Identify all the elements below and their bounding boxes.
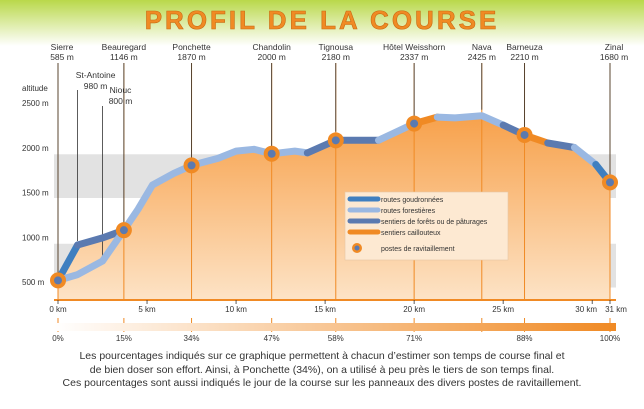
percentage-band: [54, 323, 616, 331]
place-name-label: Beauregard: [102, 42, 147, 52]
place-name-label: Barneuza: [506, 42, 543, 52]
place-name-label: Niouc: [110, 85, 132, 95]
percentage-label: 34%: [184, 334, 200, 343]
route-segment-forest_trail: [544, 139, 578, 151]
caption-line-1: Les pourcentages indiqués sur ce graphiq…: [79, 350, 565, 362]
route-segment-forest_road: [570, 144, 600, 168]
y-tick-label: 500 m: [22, 278, 45, 287]
place-name-label: Ponchette: [172, 42, 211, 52]
aid-station-center: [119, 226, 128, 235]
aid-station-center: [606, 178, 614, 187]
place-altitude-label: 1146 m: [110, 52, 138, 62]
aid-station-center: [267, 149, 276, 158]
place-name-label: Chandolin: [253, 42, 292, 52]
x-tick-label: 30 km: [575, 305, 597, 314]
place-altitude-label: 2180 m: [322, 52, 350, 62]
percentage-label: 47%: [264, 334, 280, 343]
percentage-label: 15%: [116, 334, 132, 343]
route-segment-forest_road: [54, 226, 128, 284]
place-name-label: Hôtel Weisshorn: [383, 42, 445, 52]
legend-box: [344, 191, 509, 261]
place-altitude-label: 800 m: [109, 96, 133, 106]
legend-swatch-aid-center: [354, 245, 360, 251]
caption-line-2: de bien doser son effort. Ainsi, à Ponch…: [89, 363, 555, 376]
percentage-label: 100%: [600, 334, 620, 343]
page-title: PROFIL DE LA COURSE: [145, 5, 500, 35]
place-altitude-label: 2000 m: [257, 52, 285, 62]
place-altitude-label: 2337 m: [400, 52, 428, 62]
aid-station-center: [410, 119, 419, 128]
percentage-label: 88%: [517, 334, 533, 343]
place-altitude-label: 1680 m: [600, 52, 628, 62]
place-altitude-label: 1870 m: [177, 52, 205, 62]
x-tick-label: 5 km: [138, 305, 156, 314]
place-altitude-label: 2425 m: [468, 52, 496, 62]
place-name-label: Zinal: [605, 42, 624, 52]
caption-line-3: Ces pourcentages sont aussi indiqués le …: [62, 377, 582, 389]
percentage-label: 71%: [406, 334, 422, 343]
legend-label: routes goudronnées: [381, 197, 444, 204]
x-tick-label: 0 km: [49, 305, 67, 314]
aid-station-center: [187, 161, 196, 170]
place-name-label: Nava: [472, 42, 492, 52]
x-tick-label: 31 km: [605, 305, 627, 314]
aid-station-center: [331, 136, 340, 145]
percentage-label: 0%: [52, 334, 64, 343]
place-altitude-label: 980 m: [84, 81, 108, 91]
legend-label: sentiers de forêts ou de pâturages: [381, 219, 488, 226]
x-tick-label: 20 km: [403, 305, 425, 314]
header-band: [0, 0, 644, 46]
x-tick-label: 25 km: [492, 305, 514, 314]
place-name-label: Tignousa: [318, 42, 353, 52]
aid-station-center: [520, 130, 529, 139]
percentage-label: 58%: [328, 334, 344, 343]
y-axis-label: altitude: [22, 84, 48, 93]
route-segment-forest_trail: [303, 136, 382, 157]
route-segment-forest_road: [433, 112, 507, 129]
legend-label: sentiers caillouteux: [381, 230, 441, 237]
place-altitude-label: 585 m: [50, 52, 74, 62]
y-tick-label: 1000 m: [22, 233, 49, 242]
x-axis-band: [54, 300, 616, 318]
y-tick-label: 2000 m: [22, 144, 49, 153]
explanatory-caption: Les pourcentages indiqués sur ce graphiq…: [30, 350, 614, 391]
y-tick-label: 2500 m: [22, 99, 49, 108]
place-name-label: Sierre: [51, 42, 74, 52]
y-tick-label: 1500 m: [22, 189, 49, 198]
legend-label: routes forestières: [381, 208, 436, 215]
x-tick-label: 15 km: [314, 305, 336, 314]
x-tick-label: 10 km: [225, 305, 247, 314]
legend-label: postes de ravitaillement: [381, 246, 455, 253]
place-altitude-label: 2210 m: [510, 52, 538, 62]
place-name-label: St-Antoine: [76, 70, 116, 80]
aid-station-center: [54, 276, 62, 285]
